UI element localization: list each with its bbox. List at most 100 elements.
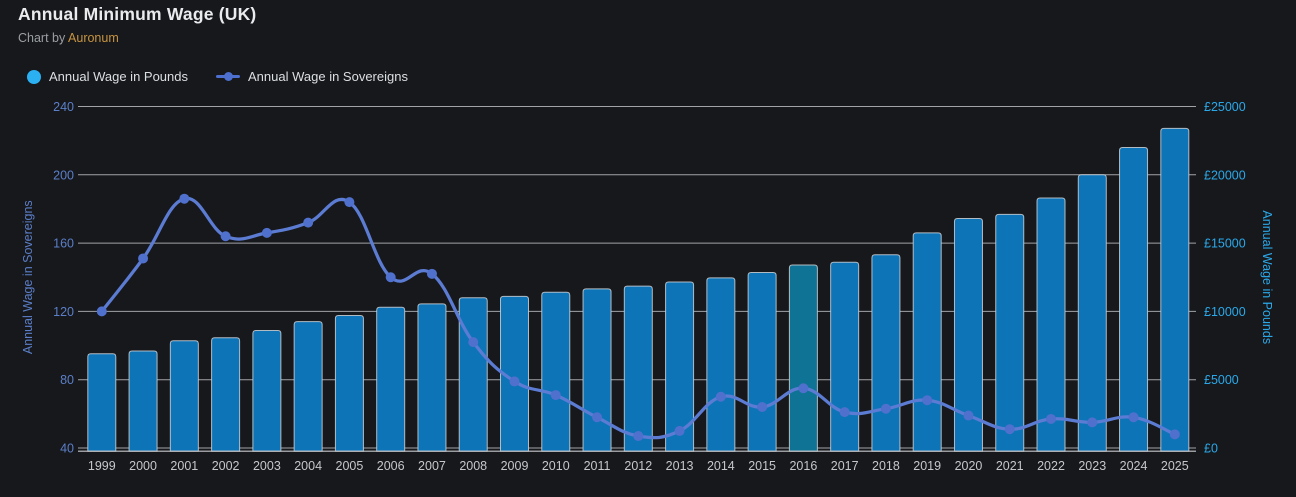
line-point-2011[interactable] bbox=[592, 412, 603, 423]
x-axis-year-label: 2025 bbox=[1161, 459, 1189, 473]
line-point-2006[interactable] bbox=[385, 272, 396, 283]
bar-2005[interactable] bbox=[334, 314, 364, 452]
left-axis-title: Annual Wage in Sovereigns bbox=[21, 200, 35, 354]
right-axis-tick-label: £0 bbox=[1204, 442, 1218, 456]
x-axis-year-label: 2009 bbox=[501, 459, 529, 473]
x-axis-year-label: 2002 bbox=[212, 459, 240, 473]
x-axis-year-label: 2021 bbox=[996, 459, 1024, 473]
line-point-2005[interactable] bbox=[344, 197, 355, 208]
bar-2000[interactable] bbox=[128, 350, 158, 452]
left-axis-tick-label: 40 bbox=[60, 442, 74, 456]
legend-item-sovereigns[interactable]: Annual Wage in Sovereigns bbox=[216, 69, 408, 84]
line-point-2000[interactable] bbox=[138, 253, 149, 264]
bar-2018[interactable] bbox=[871, 254, 901, 452]
x-axis-year-label: 2019 bbox=[913, 459, 941, 473]
bar-2011[interactable] bbox=[582, 288, 612, 452]
x-axis-year-label: 2003 bbox=[253, 459, 281, 473]
legend-label-pounds: Annual Wage in Pounds bbox=[49, 69, 189, 84]
bar-2010[interactable] bbox=[541, 291, 571, 452]
x-axis-year-label: 2004 bbox=[294, 459, 322, 473]
sovereigns-series-line-dot-icon bbox=[216, 72, 241, 82]
line-point-2017[interactable] bbox=[839, 407, 850, 418]
x-axis-year-label: 2011 bbox=[584, 459, 611, 473]
x-axis-year-label: 2022 bbox=[1037, 459, 1065, 473]
pounds-series-circle-icon bbox=[27, 69, 41, 84]
bar-2007[interactable] bbox=[417, 303, 447, 452]
bar-2021[interactable] bbox=[995, 213, 1025, 452]
line-point-2014[interactable] bbox=[715, 391, 726, 402]
right-axis-tick-label: £15000 bbox=[1204, 237, 1246, 251]
bar-2024[interactable] bbox=[1119, 146, 1149, 452]
bar-2004[interactable] bbox=[293, 321, 323, 452]
page-title: Annual Minimum Wage (UK) bbox=[18, 4, 257, 24]
bar-1999[interactable] bbox=[87, 353, 117, 452]
x-axis-year-label: 2018 bbox=[872, 459, 900, 473]
x-axis-year-label: 2024 bbox=[1120, 459, 1148, 473]
line-point-2008[interactable] bbox=[468, 337, 479, 348]
line-point-2018[interactable] bbox=[880, 403, 891, 414]
chart-attribution: Chart by Auronum bbox=[18, 31, 256, 45]
bar-2014[interactable] bbox=[706, 277, 736, 452]
x-axis-year-label: 2008 bbox=[459, 459, 487, 473]
bar-2017[interactable] bbox=[830, 261, 860, 452]
line-point-1999[interactable] bbox=[96, 306, 107, 317]
bar-2002[interactable] bbox=[211, 337, 241, 452]
line-point-2024[interactable] bbox=[1128, 412, 1139, 423]
attribution-prefix: Chart by bbox=[18, 31, 69, 45]
right-axis-tick-label: £20000 bbox=[1204, 168, 1246, 182]
bar-2023[interactable] bbox=[1077, 174, 1107, 452]
line-point-2007[interactable] bbox=[426, 268, 437, 279]
line-point-2025[interactable] bbox=[1169, 429, 1180, 440]
line-point-2016[interactable] bbox=[798, 383, 809, 394]
bar-2019[interactable] bbox=[912, 232, 942, 452]
left-axis-tick-label: 200 bbox=[53, 168, 74, 182]
chart-legend: Annual Wage in Pounds Annual Wage in Sov… bbox=[27, 69, 408, 84]
bar-2009[interactable] bbox=[500, 295, 529, 452]
bar-2008[interactable] bbox=[458, 297, 488, 452]
x-axis-year-label: 1999 bbox=[88, 459, 116, 473]
legend-item-pounds[interactable]: Annual Wage in Pounds bbox=[27, 69, 188, 84]
line-point-2004[interactable] bbox=[303, 217, 314, 228]
line-point-2002[interactable] bbox=[220, 231, 231, 242]
x-axis-year-label: 2014 bbox=[707, 459, 735, 473]
bar-2013[interactable] bbox=[665, 281, 695, 452]
bar-2012[interactable] bbox=[623, 285, 653, 452]
line-point-2010[interactable] bbox=[550, 390, 561, 401]
bar-2020[interactable] bbox=[953, 218, 983, 452]
x-axis-year-label: 2020 bbox=[955, 459, 983, 473]
x-axis-year-label: 2016 bbox=[789, 459, 817, 473]
line-point-2001[interactable] bbox=[179, 193, 190, 204]
right-axis-tick-label: £10000 bbox=[1204, 305, 1246, 319]
line-point-2013[interactable] bbox=[674, 425, 685, 436]
bar-2025[interactable] bbox=[1160, 127, 1190, 452]
bar-2006[interactable] bbox=[376, 306, 406, 452]
line-point-2009[interactable] bbox=[509, 376, 520, 387]
line-point-2015[interactable] bbox=[757, 402, 768, 413]
line-point-2023[interactable] bbox=[1087, 417, 1098, 428]
line-point-2021[interactable] bbox=[1004, 424, 1015, 435]
x-axis-year-label: 2010 bbox=[542, 459, 570, 473]
line-point-2003[interactable] bbox=[261, 227, 272, 238]
bar-2015[interactable] bbox=[747, 271, 777, 452]
x-axis-year-label: 2006 bbox=[377, 459, 405, 473]
left-axis-tick-label: 80 bbox=[60, 373, 74, 387]
x-axis-year-label: 2023 bbox=[1078, 459, 1106, 473]
bar-2003[interactable] bbox=[252, 330, 282, 452]
left-axis-tick-label: 240 bbox=[53, 100, 74, 114]
line-point-2012[interactable] bbox=[633, 431, 644, 442]
line-point-2020[interactable] bbox=[963, 410, 974, 421]
x-axis-year-label: 2013 bbox=[666, 459, 694, 473]
right-axis-tick-label: £5000 bbox=[1204, 373, 1239, 387]
bar-2016[interactable] bbox=[788, 264, 818, 452]
x-axis-year-label: 2000 bbox=[129, 459, 157, 473]
x-axis-year-label: 2007 bbox=[418, 459, 446, 473]
right-axis-title: Annual Wage in Pounds bbox=[1260, 210, 1274, 344]
left-axis-tick-label: 120 bbox=[53, 305, 74, 319]
bar-2001[interactable] bbox=[169, 340, 199, 452]
line-point-2019[interactable] bbox=[922, 395, 933, 406]
bar-2022[interactable] bbox=[1036, 197, 1066, 452]
auronum-link[interactable]: Auronum bbox=[68, 31, 119, 45]
legend-label-sovereigns: Annual Wage in Sovereigns bbox=[248, 69, 408, 84]
chart-header: Annual Minimum Wage (UK) Chart by Auronu… bbox=[18, 4, 256, 45]
line-point-2022[interactable] bbox=[1046, 413, 1057, 424]
